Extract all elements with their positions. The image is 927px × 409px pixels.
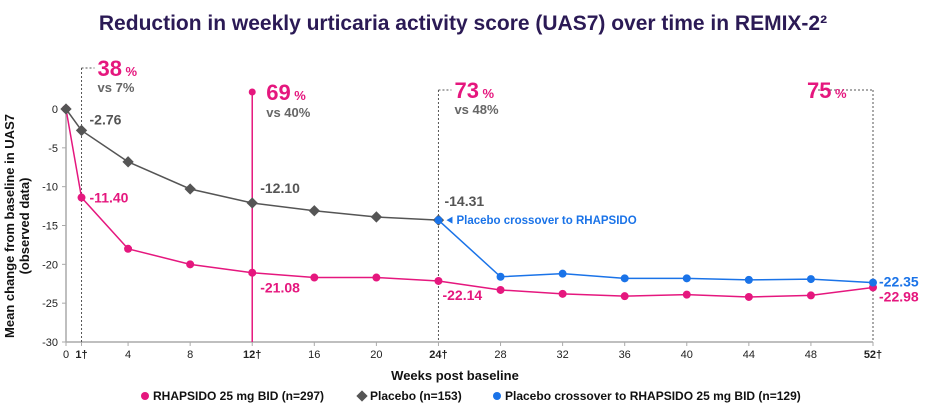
y-axis-label-line2: (observed data): [17, 178, 32, 275]
legend-circle-icon: [141, 392, 149, 400]
legend-circle-icon: [493, 392, 501, 400]
legend-entry: Placebo crossover to RHAPSIDO 25 mg BID …: [505, 389, 801, 403]
x-tick-label: 16: [308, 349, 320, 361]
responder-percent: 73: [454, 78, 478, 103]
data-point-circle: [806, 291, 815, 300]
data-label: -21.08: [260, 280, 300, 296]
data-point-circle: [124, 244, 133, 253]
responder-percent: 75: [807, 78, 831, 103]
arrow-left-icon: [446, 216, 453, 224]
data-label: -14.31: [444, 193, 484, 209]
y-tick-label: -15: [42, 221, 58, 233]
data-point-circle: [496, 272, 505, 281]
data-point-circle: [620, 274, 629, 283]
data-label: -22.35: [879, 274, 919, 290]
y-tick-label: -30: [42, 337, 58, 349]
x-tick-label: 0: [63, 349, 69, 361]
y-tick-label: 0: [52, 104, 58, 116]
data-point-circle: [77, 193, 86, 202]
y-axis-label: Mean change from baseline in UAS7 (obser…: [2, 114, 32, 338]
data-point-circle: [496, 285, 505, 294]
data-point-diamond: [184, 183, 196, 195]
data-label: -22.98: [879, 288, 919, 304]
data-point-circle: [620, 292, 629, 301]
data-point-circle: [248, 268, 257, 277]
data-point-circle: [558, 289, 567, 298]
x-tick-label: 24†: [429, 349, 447, 361]
percent-sign: %: [835, 86, 847, 101]
placebo-comparison: vs 40%: [266, 105, 311, 120]
data-point-circle: [310, 273, 319, 282]
percent-sign: %: [482, 86, 494, 101]
legend-diamond-icon: [356, 390, 368, 402]
data-point-circle: [806, 275, 815, 284]
data-point-circle: [682, 274, 691, 283]
data-label: -22.14: [442, 287, 482, 303]
x-tick-label: 48: [805, 349, 817, 361]
y-axis-label-line1: Mean change from baseline in UAS7: [2, 114, 17, 338]
data-point-circle: [186, 260, 195, 269]
data-label: -11.40: [90, 190, 129, 206]
x-axis-label: Weeks post baseline: [391, 368, 519, 383]
x-tick-label: 20: [370, 349, 382, 361]
placebo-comparison: vs 7%: [98, 80, 135, 95]
data-point-diamond: [75, 124, 88, 137]
data-point-circle: [682, 290, 691, 299]
placebo-comparison: vs 48%: [454, 102, 499, 117]
responder-percent: 69: [266, 80, 290, 105]
crossover-note: Placebo crossover to RHAPSIDO: [456, 215, 636, 227]
x-tick-label: 1†: [75, 349, 87, 361]
data-point-circle: [372, 273, 381, 282]
week-12-reference-dot: [248, 88, 256, 96]
y-tick-label: -10: [42, 182, 58, 194]
x-tick-label: 52†: [864, 349, 882, 361]
data-point-circle: [744, 275, 753, 284]
y-tick-label: -20: [42, 259, 58, 271]
x-tick-label: 36: [619, 349, 631, 361]
data-point-diamond: [122, 156, 134, 168]
y-tick-label: -5: [48, 143, 58, 155]
chart-title: Reduction in weekly urticaria activity s…: [99, 12, 827, 35]
data-point-circle: [869, 278, 877, 287]
percent-sign: %: [294, 88, 306, 103]
data-point-diamond: [246, 197, 258, 209]
responder-percent: 38: [98, 56, 122, 81]
x-tick-label: 8: [187, 349, 193, 361]
data-point-circle: [558, 269, 567, 278]
series-line-2: [437, 219, 874, 284]
x-tick-label: 32: [556, 349, 568, 361]
x-tick-label: 4: [125, 349, 131, 361]
x-tick-label: 40: [681, 349, 693, 361]
data-point-circle: [434, 216, 443, 225]
series-line-1: [65, 108, 439, 221]
y-tick-label: -25: [42, 298, 58, 310]
data-point-circle: [744, 292, 753, 301]
data-point-diamond: [308, 205, 320, 217]
legend-entry: Placebo (n=153): [370, 389, 462, 403]
data-label: -12.10: [260, 180, 300, 196]
legend: RHAPSIDO 25 mg BID (n=297) Placebo (n=153…: [141, 389, 801, 403]
data-label: -2.76: [90, 111, 122, 127]
x-tick-label: 44: [743, 349, 755, 361]
data-point-diamond: [60, 103, 72, 115]
data-point-diamond: [370, 211, 383, 223]
percent-sign: %: [126, 64, 138, 79]
x-tick-label: 12†: [243, 349, 261, 361]
x-tick-label: 28: [494, 349, 506, 361]
legend-entry: RHAPSIDO 25 mg BID (n=297): [153, 389, 324, 403]
data-point-circle: [434, 276, 443, 285]
